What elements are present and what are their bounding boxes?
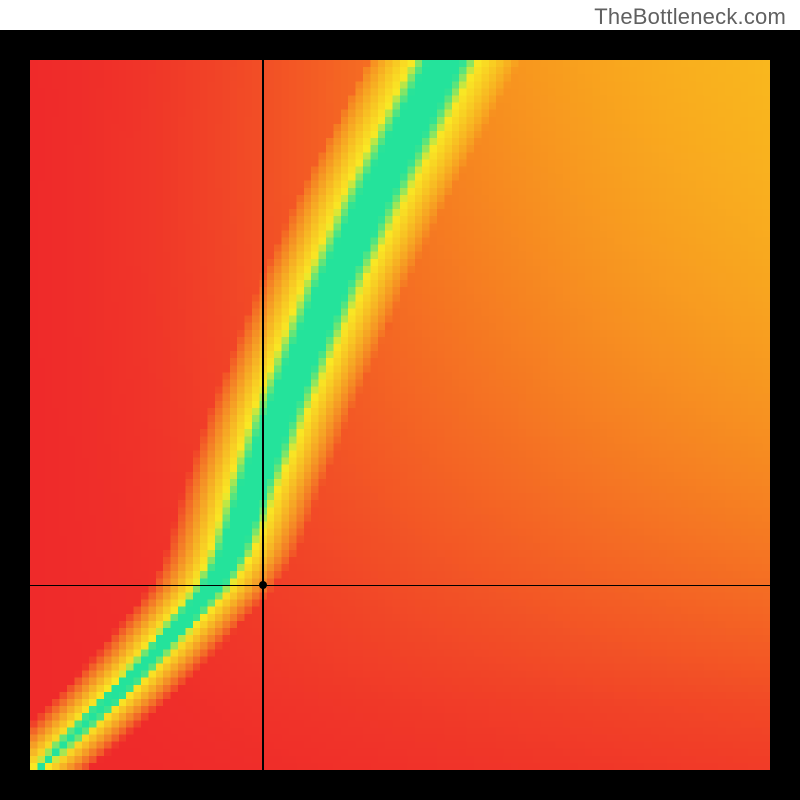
crosshair-horizontal xyxy=(30,585,770,587)
watermark-text: TheBottleneck.com xyxy=(594,4,786,30)
crosshair-dot xyxy=(259,581,267,589)
figure-container: TheBottleneck.com xyxy=(0,0,800,800)
heatmap-canvas xyxy=(30,60,770,770)
crosshair-vertical xyxy=(262,60,264,770)
